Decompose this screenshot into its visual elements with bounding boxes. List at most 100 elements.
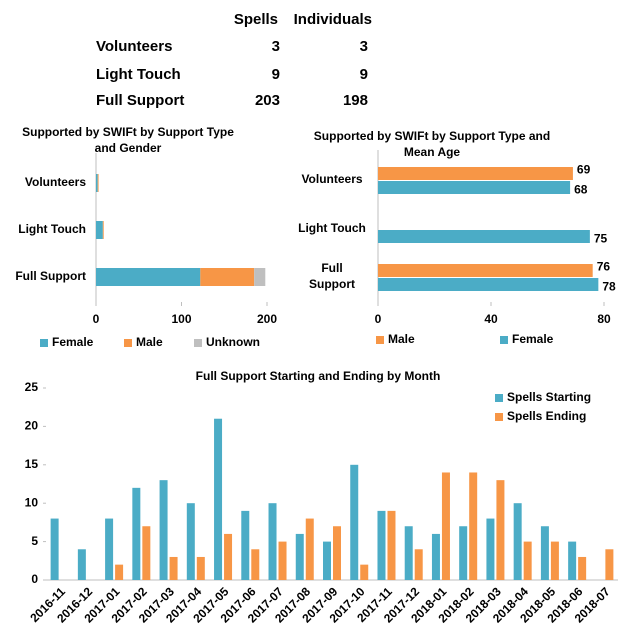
text-line: Support <box>309 277 355 291</box>
y-tick-label: 5 <box>31 534 38 548</box>
bar <box>305 518 314 580</box>
bar <box>295 533 304 580</box>
y-tick-label: Light Touch <box>298 221 366 235</box>
bar <box>387 510 396 580</box>
bar <box>377 510 386 580</box>
bar <box>115 564 124 580</box>
legend-swatch <box>194 339 202 347</box>
bar <box>378 181 571 194</box>
bar <box>578 556 587 580</box>
bar <box>50 518 59 580</box>
bar-segment <box>97 174 99 192</box>
bar <box>540 526 549 580</box>
legend-swatch <box>376 336 384 344</box>
x-tick-label: 100 <box>171 312 191 326</box>
text-line: and Gender <box>95 141 162 155</box>
bar <box>323 541 331 580</box>
legend-swatch <box>40 339 48 347</box>
bar-segment <box>200 268 255 286</box>
table-header: Spells <box>234 11 278 28</box>
bar <box>268 503 277 580</box>
y-tick-label: 25 <box>25 380 39 394</box>
bar <box>378 167 573 180</box>
x-tick-label: 0 <box>375 312 382 326</box>
legend-label: Female <box>52 335 94 349</box>
bar <box>105 518 114 580</box>
bar-segment <box>254 268 266 286</box>
bar <box>77 549 86 580</box>
text-line: Supported by SWIFt by Support Type <box>22 125 234 139</box>
bar <box>251 549 260 580</box>
legend-swatch <box>124 339 132 347</box>
bar <box>486 518 495 580</box>
bar <box>142 526 151 580</box>
y-tick-label: 0 <box>31 572 38 586</box>
row-label: Volunteers <box>96 38 172 55</box>
y-tick-label: Light Touch <box>18 222 86 236</box>
bar-segment <box>96 174 98 192</box>
bar <box>431 533 440 580</box>
bar <box>414 549 423 580</box>
bar <box>333 526 341 580</box>
bar <box>513 503 522 580</box>
bar <box>523 541 532 580</box>
y-tick-label: 10 <box>25 495 39 509</box>
x-tick-label: 40 <box>484 312 498 326</box>
data-label: 75 <box>594 232 608 246</box>
bar <box>350 464 359 580</box>
bar <box>378 264 593 277</box>
bar <box>360 564 369 580</box>
table-cell: 9 <box>272 66 280 83</box>
legend-swatch <box>495 394 503 402</box>
data-label: 68 <box>574 183 588 197</box>
table-cell: 198 <box>343 92 368 109</box>
x-tick-label: 80 <box>597 312 611 326</box>
y-tick-label: 20 <box>25 419 39 433</box>
table-cell: 3 <box>272 38 280 55</box>
bar <box>278 541 287 580</box>
row-label: Light Touch <box>96 66 181 83</box>
text-line: Mean Age <box>404 145 461 159</box>
legend-label: Male <box>388 332 415 346</box>
bar <box>605 549 614 580</box>
data-label: 76 <box>597 260 611 274</box>
y-tick-label: Volunteers <box>25 175 86 189</box>
legend-label: Female <box>512 332 554 346</box>
bar <box>404 526 413 580</box>
bar <box>186 503 195 580</box>
bar <box>196 556 205 580</box>
x-tick-label: 200 <box>257 312 277 326</box>
data-label: 69 <box>577 163 591 177</box>
bar-segment <box>96 221 103 239</box>
bar-segment <box>102 221 104 239</box>
text-line: Supported by SWIFt by Support Type and <box>314 129 550 143</box>
bar <box>169 556 178 580</box>
row-label: Full Support <box>96 92 184 109</box>
y-tick-label: Volunteers <box>301 172 362 186</box>
bar <box>132 487 141 580</box>
bar <box>159 480 168 580</box>
chart-title: Full Support Starting and Ending by Mont… <box>196 369 441 383</box>
bar <box>241 510 250 580</box>
table-cell: 9 <box>360 66 368 83</box>
legend-label: Spells Starting <box>507 390 591 404</box>
table-header: Individuals <box>294 11 372 28</box>
y-tick-label: Full Support <box>309 261 355 291</box>
y-tick-label: 15 <box>25 457 39 471</box>
bar <box>441 472 450 580</box>
legend-label: Spells Ending <box>507 409 586 423</box>
bar <box>469 472 478 580</box>
legend-label: Male <box>136 335 163 349</box>
text-line: Full <box>321 261 342 275</box>
bar <box>568 541 577 580</box>
legend-label: Unknown <box>206 335 260 349</box>
legend-swatch <box>500 336 508 344</box>
table-cell: 3 <box>360 38 368 55</box>
chart-title: Supported by SWIFt by Support Type and Ge… <box>22 125 234 155</box>
bar <box>550 541 559 580</box>
table-cell: 203 <box>255 92 280 109</box>
bar <box>224 533 233 580</box>
bar <box>459 526 468 580</box>
bar <box>378 278 599 291</box>
